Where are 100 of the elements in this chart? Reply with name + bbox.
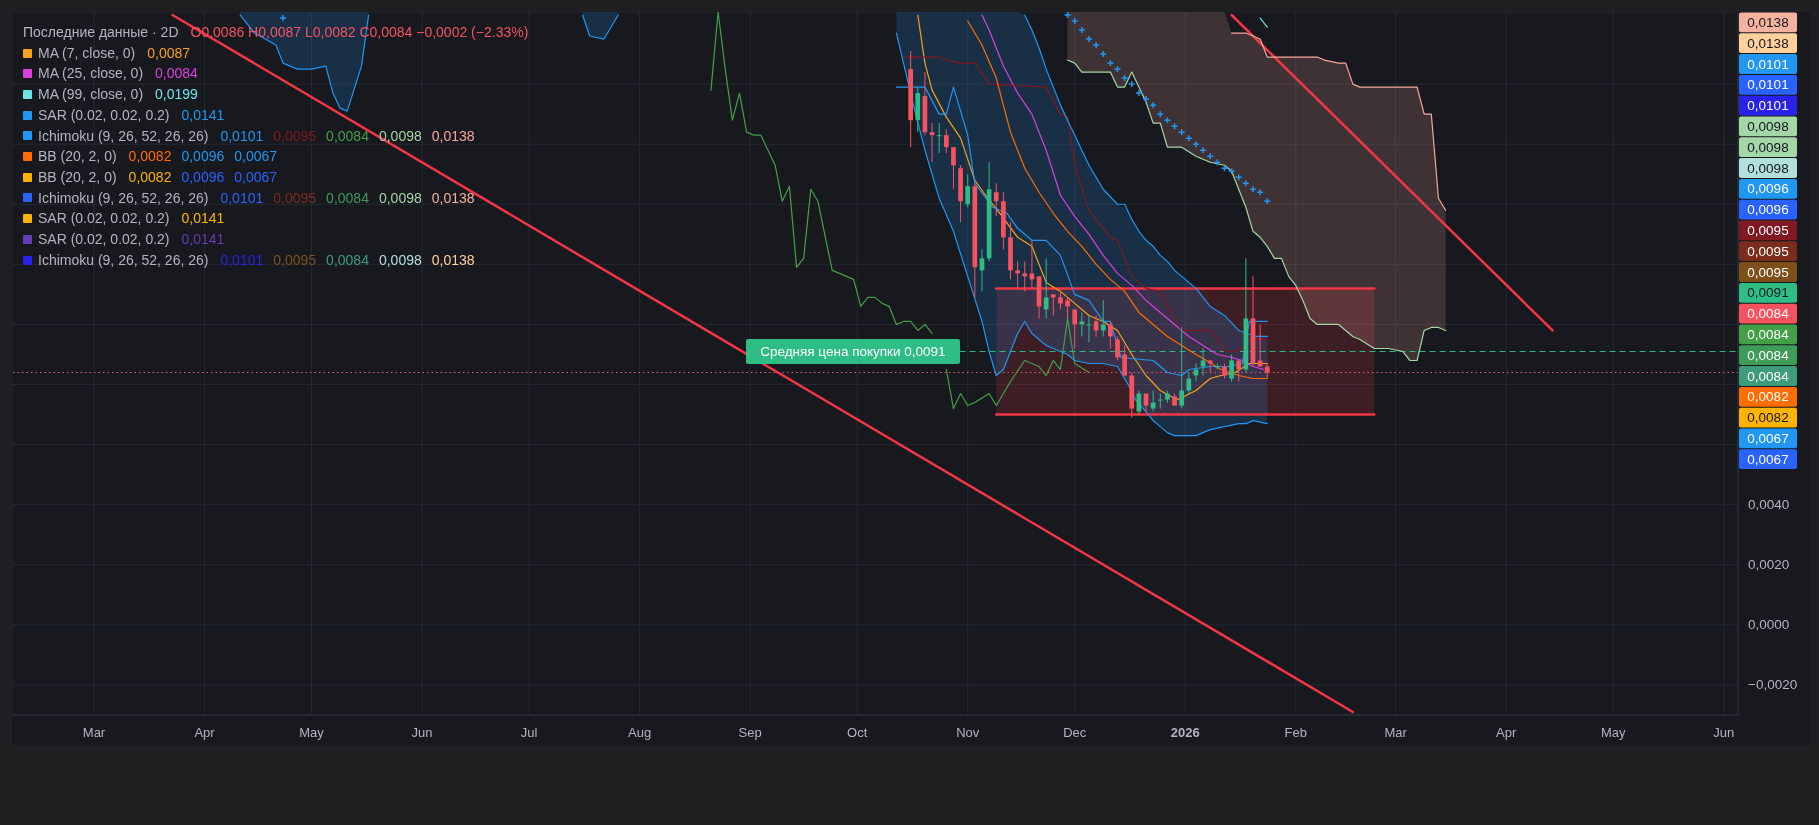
candlestick	[1015, 260, 1020, 289]
text: 0,0098	[1747, 118, 1789, 134]
legend-label: BB (20, 2, 0)	[38, 147, 117, 167]
text: 0,0096	[1747, 181, 1789, 197]
annotation: 0,0082	[128, 167, 172, 187]
text: 0,0138	[1747, 35, 1789, 51]
annotation: 0,0095	[273, 250, 317, 270]
x-tick-label: Jun	[411, 725, 433, 740]
legend-label: Ichimoku (9, 26, 52, 26, 26)	[38, 188, 209, 208]
point	[1199, 146, 1207, 154]
x-tick-label: Jul	[520, 725, 538, 740]
legend-label: SAR (0.02, 0.02, 0.2)	[38, 209, 170, 229]
annotation: 0,0096	[181, 147, 225, 167]
x-tick-label: Feb	[1284, 725, 1307, 740]
x-tick-label: Jun	[1713, 725, 1735, 740]
text: 0,0067	[1747, 430, 1789, 446]
candlestick	[1065, 296, 1070, 319]
annotation: 0,0067	[234, 167, 278, 187]
candlestick	[1022, 260, 1028, 292]
x-tick-label: 2026	[1170, 725, 1200, 740]
legend-label: MA (7, close, 0)	[38, 43, 136, 63]
annotation: 0,0199	[155, 85, 198, 105]
legend-label: SAR (0.02, 0.02, 0.2)	[38, 105, 170, 125]
annotation: 0,0096	[181, 167, 225, 187]
ref-line-label: Средняя цена покупки 0,0091	[746, 338, 960, 364]
x-tick-label: Sep	[738, 725, 762, 740]
legend-label: Ichimoku (9, 26, 52, 26, 26)	[38, 250, 209, 270]
point	[1078, 26, 1086, 34]
x-tick-label: Oct	[847, 725, 868, 740]
point	[1135, 89, 1143, 97]
text: 0,0082	[1747, 389, 1789, 405]
text: 0,0098	[1747, 139, 1789, 155]
annotation: 0,0138	[431, 188, 475, 208]
legend-label: SAR (0.02, 0.02, 0.2)	[38, 230, 170, 249]
legend-label: MA (25, close, 0)	[38, 64, 144, 84]
candlestick	[951, 146, 956, 190]
candlestick	[1058, 290, 1063, 310]
annotation: 0,0082	[128, 147, 172, 167]
annotation: 0,0098	[378, 250, 422, 270]
annotation: 0,0101	[220, 188, 264, 208]
text: 0,0138	[1747, 14, 1789, 30]
point	[1092, 41, 1100, 49]
annotation: 0,0101	[220, 250, 264, 270]
point	[279, 14, 287, 22]
text: 0,0096	[1747, 202, 1789, 218]
x-tick-label: Nov	[956, 725, 980, 740]
candlestick	[965, 173, 971, 208]
point	[1185, 134, 1193, 142]
annotation: 0,0141	[181, 230, 225, 249]
annotation: 0,0101	[220, 126, 264, 146]
line-series	[1231, 32, 1447, 211]
point	[1242, 179, 1250, 187]
annotation: 0,0084	[155, 64, 198, 84]
candlestick	[1157, 393, 1163, 410]
point	[1192, 140, 1200, 148]
legend-label: BB (20, 2, 0)	[38, 167, 117, 187]
y-tick-label: −0,0020	[1748, 677, 1798, 693]
point	[1128, 80, 1136, 88]
annotation: 0,0141	[181, 209, 225, 229]
text: 0,0098	[1747, 160, 1789, 176]
point	[1206, 152, 1214, 160]
y-tick-label: 0,0040	[1748, 497, 1790, 513]
text: 0,0101	[1747, 56, 1789, 72]
annotation: 0,0098	[378, 188, 422, 208]
candlestick	[1100, 299, 1106, 337]
x-tick-label: Aug	[628, 725, 652, 740]
text: 0,0095	[1747, 243, 1789, 259]
y-tick-label: 0,0020	[1748, 557, 1790, 573]
x-tick-label: Mar	[1384, 725, 1408, 740]
annotation: 0,0095	[273, 188, 317, 208]
text: 0,0101	[1747, 77, 1789, 93]
x-tick-label: Apr	[194, 725, 216, 740]
annotation: 0,0084	[326, 126, 369, 146]
candlestick	[1072, 308, 1078, 349]
text: 0,0084	[1747, 347, 1790, 363]
text: 0,0095	[1747, 222, 1789, 238]
candlestick	[1150, 390, 1156, 413]
y-tick-label: 0,0000	[1748, 617, 1790, 633]
annotation: 0,0095	[273, 126, 317, 146]
candlestick	[1079, 311, 1085, 337]
text: 0,0067	[1747, 451, 1789, 467]
candlestick	[1050, 293, 1056, 316]
text: 0,0082	[1747, 410, 1789, 426]
candlestick	[1043, 257, 1049, 319]
legend-label: Ichimoku (9, 26, 52, 26, 26)	[38, 126, 209, 146]
text: 0,0084	[1747, 368, 1790, 384]
candlestick	[1229, 353, 1234, 383]
text: 0,0091	[1747, 285, 1789, 301]
point	[1085, 35, 1093, 43]
point	[1149, 101, 1157, 109]
annotation: 0,0084	[326, 250, 369, 270]
text: 0,0101	[1747, 98, 1789, 114]
candlestick	[1108, 320, 1113, 349]
candlestick	[936, 122, 942, 154]
point	[1063, 12, 1072, 19]
annotation: 0,0138	[431, 126, 475, 146]
text: 0,0095	[1747, 264, 1789, 280]
annotation: 0,0067	[234, 147, 278, 167]
annotation: 0,0138	[431, 250, 475, 270]
annotation: 0,0084	[326, 188, 369, 208]
